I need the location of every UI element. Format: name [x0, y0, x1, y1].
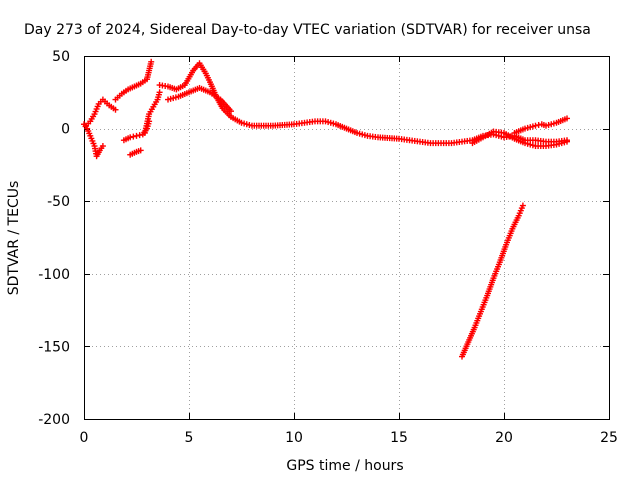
data-point: [136, 132, 143, 139]
series-arc-mid2: [165, 84, 234, 115]
data-point: [127, 134, 134, 141]
data-point: [156, 89, 163, 96]
y-tick-label: -50: [47, 194, 70, 210]
data-point: [535, 121, 542, 128]
x-tick-label: 25: [600, 430, 618, 446]
data-point: [130, 133, 137, 140]
y-tick-label: -200: [38, 412, 70, 428]
data-point: [137, 147, 144, 154]
data-point: [564, 138, 570, 145]
x-axis-label: GPS time / hours: [286, 458, 403, 474]
data-point: [228, 108, 234, 115]
y-tick-label: -100: [38, 267, 70, 283]
data-point: [519, 202, 526, 209]
data-point: [112, 106, 119, 113]
y-axis-label: SDTVAR / TECUs: [6, 181, 22, 296]
series-arc-climb: [141, 89, 163, 136]
data-point: [564, 115, 570, 122]
data-points: [81, 58, 570, 360]
series-arc-late2: [511, 115, 570, 136]
series-arc-morning: [112, 58, 155, 103]
data-point: [99, 143, 106, 150]
chart-title: Day 273 of 2024, Sidereal Day-to-day VTE…: [24, 22, 591, 38]
series-arc-low: [127, 147, 144, 158]
y-tick-label: 0: [61, 122, 70, 138]
axis-ticks: [84, 56, 610, 420]
axis-tick-labels: 0 5 10 15 20 25 50 0 -50 -100 -150 -200: [38, 49, 618, 446]
grid: [84, 56, 609, 419]
x-tick-label: 10: [285, 430, 303, 446]
series-arc-late: [469, 128, 570, 150]
x-tick-label: 5: [185, 430, 194, 446]
data-point: [133, 132, 140, 139]
data-point: [532, 122, 539, 129]
y-tick-label: -150: [38, 339, 70, 355]
series-arc-rise: [83, 96, 119, 129]
x-tick-label: 15: [390, 430, 408, 446]
x-tick-label: 20: [495, 430, 513, 446]
x-tick-label: 0: [80, 430, 89, 446]
plot-frame: [84, 56, 610, 420]
data-point: [148, 58, 155, 65]
y-tick-label: 50: [52, 49, 70, 65]
series-arc-drop: [459, 202, 526, 360]
